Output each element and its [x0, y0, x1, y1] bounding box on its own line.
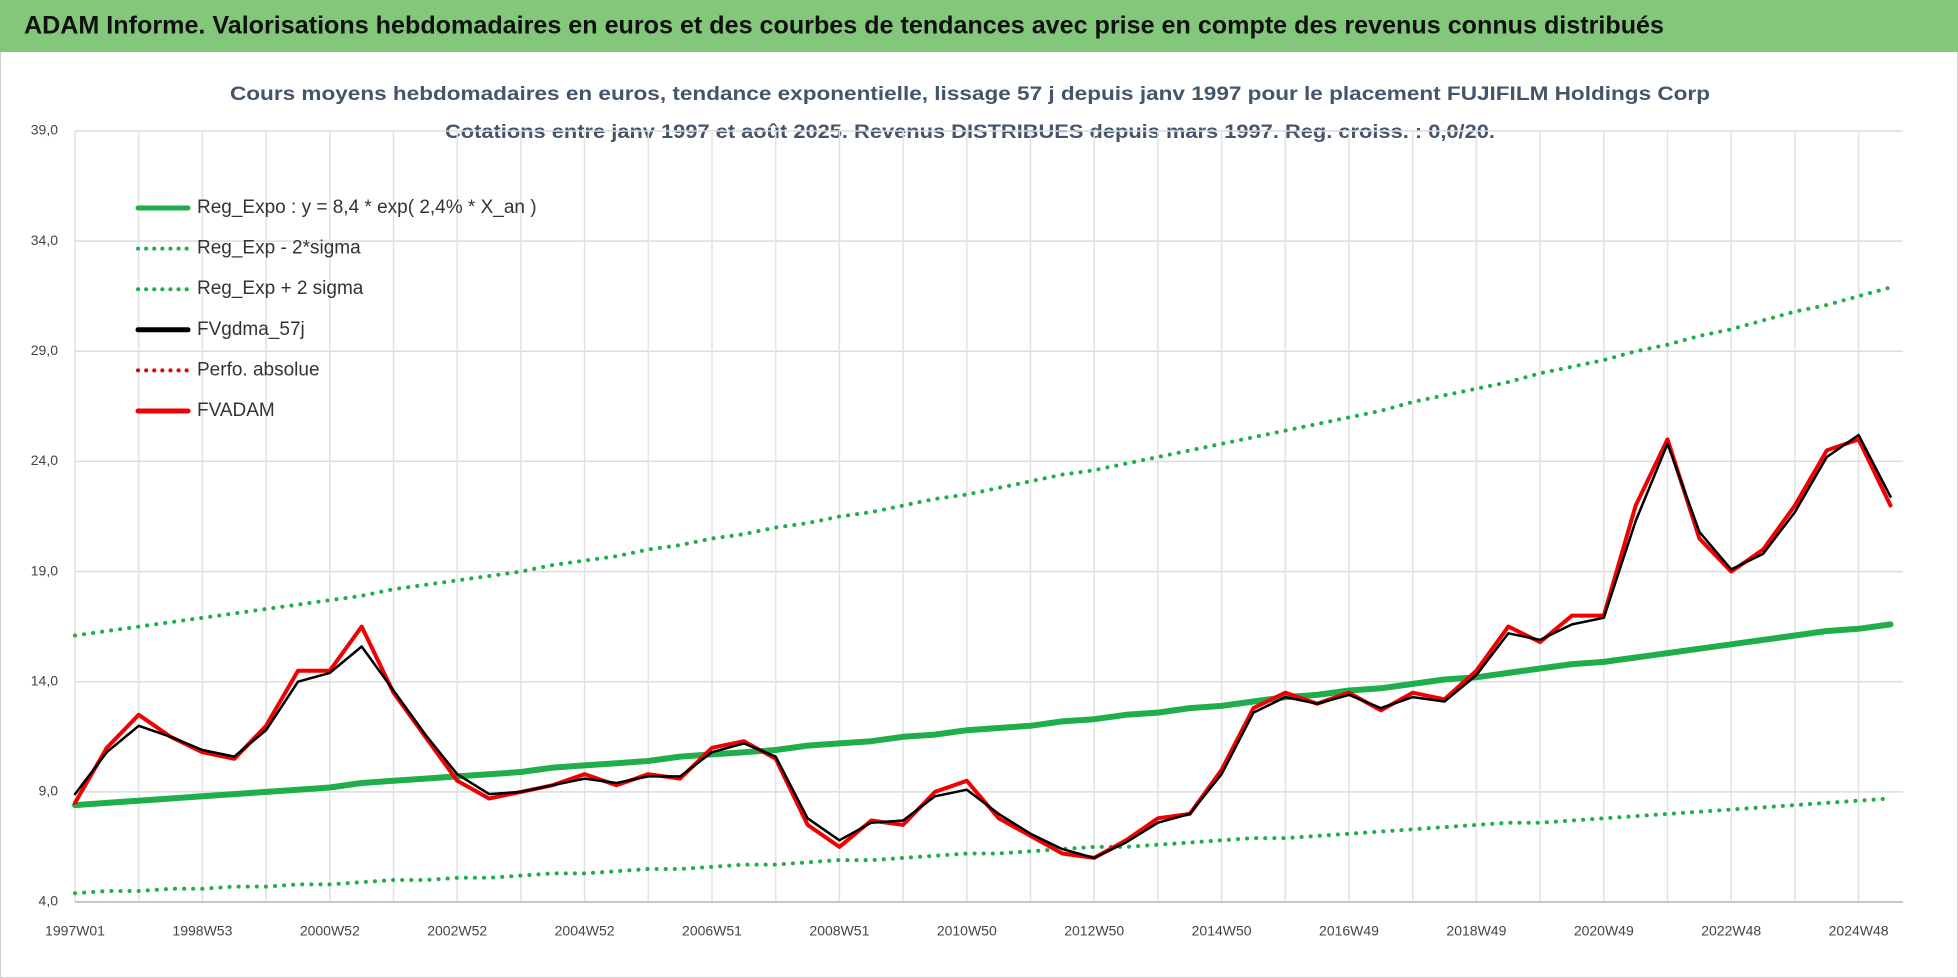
x-tick-label: 2006W51 — [682, 923, 742, 939]
series-line — [73, 433, 1892, 860]
x-tick-label: 2012W50 — [1064, 923, 1124, 939]
plot — [72, 285, 1894, 896]
chart-subtitle: Cotations entre janv 1997 et août 2025. … — [445, 122, 1495, 143]
banner: ADAM Informe. Valorisations hebdomadaire… — [24, 12, 1664, 40]
x-tick-label: 2024W48 — [1829, 923, 1889, 939]
x-tick-label: 2010W50 — [937, 923, 997, 939]
x-tick-label: 2016W49 — [1319, 923, 1379, 939]
y-tick-label: 19,0 — [31, 562, 58, 578]
series-line — [73, 796, 1893, 896]
x-tick-label: 2002W52 — [427, 923, 487, 939]
x-tick-label: 1998W53 — [172, 923, 232, 939]
legend-label: FVADAM — [197, 400, 275, 421]
series-line — [72, 621, 1894, 809]
series-line — [73, 285, 1893, 638]
y-tick-label: 24,0 — [31, 452, 58, 468]
x-tick-label: 2004W52 — [555, 923, 615, 939]
x-tick-label: 2014W50 — [1192, 923, 1252, 939]
legend-label: Reg_Expo : y = 8,4 * exp( 2,4% * X_an ) — [197, 197, 537, 218]
y-tick-label: 39,0 — [31, 122, 58, 138]
x-tick-label: 2020W49 — [1574, 923, 1634, 939]
x-tick-label: 2018W49 — [1446, 923, 1506, 939]
y-tick-label: 4,0 — [39, 893, 59, 909]
x-tick-label: 2008W51 — [809, 923, 869, 939]
y-tick-label: 29,0 — [31, 342, 58, 358]
legend-label: Perfo. absolue — [197, 359, 320, 380]
series-line — [73, 437, 1893, 860]
legend-label: Reg_Exp - 2*sigma — [197, 238, 361, 259]
x-tick-label: 2000W52 — [300, 923, 360, 939]
legend-label: FVgdma_57j — [197, 319, 305, 340]
legend-label: Reg_Exp + 2 sigma — [197, 278, 364, 299]
banner-bg — [0, 0, 1958, 52]
y-tick-label: 34,0 — [31, 232, 58, 248]
x-tick-label: 1997W01 — [45, 923, 105, 939]
y-tick-label: 9,0 — [39, 783, 59, 799]
legend: Reg_Expo : y = 8,4 * exp( 2,4% * X_an ) R… — [135, 197, 537, 421]
y-tick-label: 14,0 — [31, 672, 58, 688]
x-tick-label: 2022W48 — [1701, 923, 1761, 939]
chart-title: Cours moyens hebdomadaires en euros, ten… — [230, 84, 1710, 105]
